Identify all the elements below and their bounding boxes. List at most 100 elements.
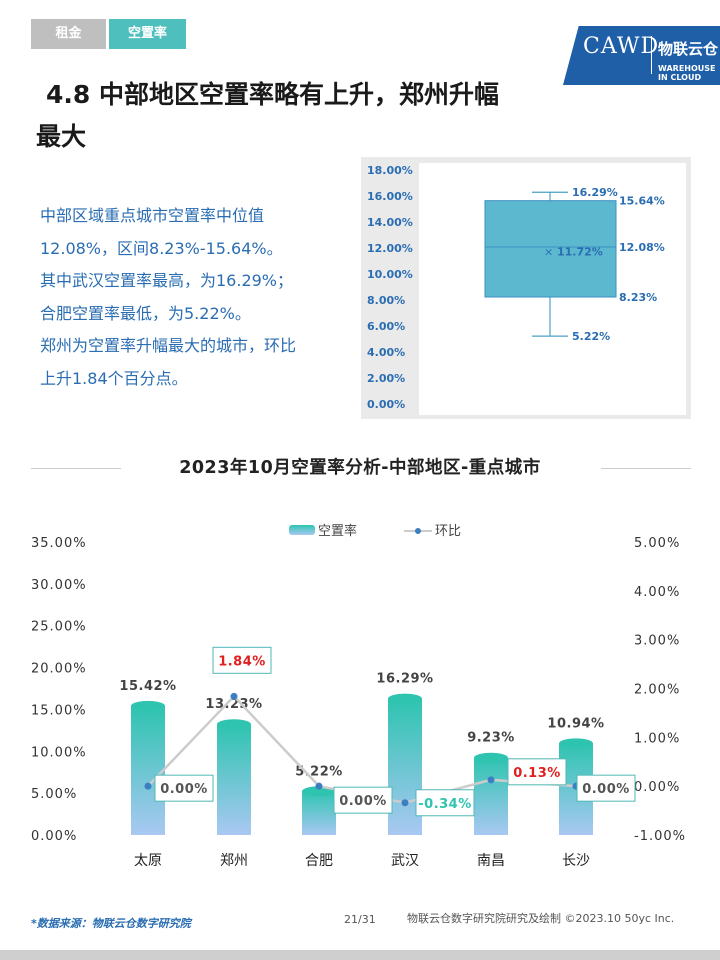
vacancy-bar-chart: 空置率 环比 35.00% 30.00% 25.00% 20.00% 15.00% 10.00…: [31, 523, 686, 869]
bar: [302, 791, 336, 835]
data-source: *数据来源：物联云仓数字研究院: [31, 917, 191, 930]
page-number: 21/31: [344, 913, 376, 926]
mom-marker: [230, 692, 238, 700]
box-y-tick: 14.00%: [367, 216, 413, 229]
mom-value-label: 0.00%: [160, 782, 208, 797]
category-label: 武汉: [391, 853, 419, 869]
bar-cap: [217, 719, 251, 730]
mom-marker: [487, 776, 495, 784]
mom-label-box: [576, 774, 636, 802]
bar: [131, 705, 165, 835]
mom-label-box: [507, 758, 567, 786]
title-line-2: 最大: [36, 122, 87, 151]
bar-value-label: 9.23%: [467, 731, 515, 746]
bar: [217, 724, 251, 835]
legend-bar-label: 空置率: [318, 523, 357, 539]
left-axis-tick: 30.00%: [31, 578, 87, 593]
bar: [474, 757, 508, 835]
right-axis-tick: 1.00%: [634, 731, 680, 746]
bar-cap: [388, 693, 422, 704]
right-axis-tick: -1.00%: [634, 829, 686, 844]
footer-credit: 物联云仓数字研究院研究及绘制 ©2023.10 50yc Inc.: [407, 912, 675, 925]
left-axis-tick: 35.00%: [31, 536, 87, 551]
logo-divider: [651, 36, 652, 74]
cawd-logo: CAWD 物联云仓 WAREHOUSE IN CLOUD: [563, 26, 720, 85]
mom-value-label: 1.84%: [218, 654, 266, 669]
bar-value-label: 10.94%: [547, 716, 604, 731]
summary-line: 郑州为空置率升幅最大的城市，环比: [40, 336, 297, 355]
right-axis-tick: 3.00%: [634, 634, 680, 649]
mom-value-label: 0.00%: [339, 794, 387, 809]
mom-value-label: 0.00%: [582, 782, 630, 797]
summary-line: 中部区域重点城市空置率中位值: [40, 206, 265, 225]
title-rule-right: [601, 468, 691, 469]
legend-line-marker: [415, 528, 421, 534]
mom-marker: [315, 782, 323, 790]
category-label: 太原: [134, 853, 162, 869]
box-y-tick: 0.00%: [367, 398, 405, 411]
right-axis-tick: 2.00%: [634, 683, 680, 698]
box-y-tick: 10.00%: [367, 268, 413, 281]
page-title: 4.8 中部地区空置率略有上升，郑州升幅 最大: [36, 76, 556, 156]
box-y-tick: 2.00%: [367, 372, 405, 385]
mom-value-label: 0.13%: [513, 766, 561, 781]
q3-label: 15.64%: [619, 195, 665, 208]
bar-value-label: 16.29%: [376, 672, 433, 687]
category-label: 郑州: [220, 853, 248, 869]
box-y-tick: 18.00%: [367, 164, 413, 177]
left-axis-tick: 25.00%: [31, 620, 87, 635]
category-label: 合肥: [305, 853, 333, 869]
box-plot: 18.00% 16.00% 14.00% 12.00% 10.00% 8.00% 6.00%…: [367, 163, 686, 415]
bottom-bar: [0, 950, 720, 960]
legend-bar-swatch: [289, 525, 315, 535]
box-y-tick: 4.00%: [367, 346, 405, 359]
q1-label: 8.23%: [619, 291, 657, 304]
summary-line: 其中武汉空置率最高，为16.29%；: [40, 271, 294, 290]
iqr-box: [484, 200, 617, 298]
bar-cap: [559, 738, 593, 749]
mom-value-label: -0.34%: [418, 797, 472, 812]
mom-label-box: [333, 786, 393, 814]
min-label: 5.22%: [572, 330, 610, 343]
title-rule-left: [31, 468, 121, 469]
box-plot-panel: 18.00% 16.00% 14.00% 12.00% 10.00% 8.00% 6.00%…: [361, 157, 691, 419]
logo-cn-text: 物联云仓: [658, 40, 719, 58]
right-axis-tick: 4.00%: [634, 585, 680, 600]
tab-vacancy-rate[interactable]: 空置率: [109, 19, 186, 49]
tab-rent[interactable]: 租金: [31, 19, 106, 49]
bar-value-label: 13.23%: [205, 697, 262, 712]
mom-label-box: [415, 789, 475, 817]
bar-value-label: 5.22%: [295, 764, 343, 779]
mean-marker: ×: [544, 246, 553, 259]
left-axis-tick: 20.00%: [31, 662, 87, 677]
max-label: 16.29%: [572, 186, 618, 199]
left-axis-tick: 10.00%: [31, 745, 87, 760]
left-axis-tick: 15.00%: [31, 703, 87, 718]
median-label: 12.08%: [619, 241, 665, 254]
category-label: 长沙: [562, 853, 590, 869]
right-axis-tick: 0.00%: [634, 780, 680, 795]
category-label: 南昌: [477, 853, 505, 869]
box-y-tick: 8.00%: [367, 294, 405, 307]
mom-label-box: [154, 774, 214, 802]
box-y-tick: 12.00%: [367, 242, 413, 255]
summary-line: 合肥空置率最低，为5.22%。: [40, 303, 251, 323]
chart-title: 2023年10月空置率分析-中部地区-重点城市: [179, 458, 541, 478]
summary-line: 12.08%，区间8.23%-15.64%。: [40, 238, 283, 258]
bar-cap: [131, 700, 165, 711]
left-axis-tick: 5.00%: [31, 787, 77, 802]
left-axis-tick: 0.00%: [31, 829, 77, 844]
box-y-tick: 6.00%: [367, 320, 405, 333]
right-axis-tick: 5.00%: [634, 536, 680, 551]
title-line-1: 4.8 中部地区空置率略有上升，郑州升幅: [46, 80, 499, 109]
summary-paragraph: 中部区域重点城市空置率中位值 12.08%，区间8.23%-15.64%。 其中…: [40, 200, 360, 395]
mom-marker: [144, 782, 152, 790]
mean-label: 11.72%: [557, 246, 603, 259]
summary-line: 上升1.84个百分点。: [40, 368, 188, 388]
logo-en-text: WAREHOUSE IN CLOUD: [658, 64, 716, 82]
logo-cawd-text: CAWD: [583, 34, 660, 59]
bar-value-label: 15.42%: [119, 679, 176, 694]
box-y-tick: 16.00%: [367, 190, 413, 203]
bar-cap: [474, 752, 508, 763]
mom-marker: [401, 799, 409, 807]
